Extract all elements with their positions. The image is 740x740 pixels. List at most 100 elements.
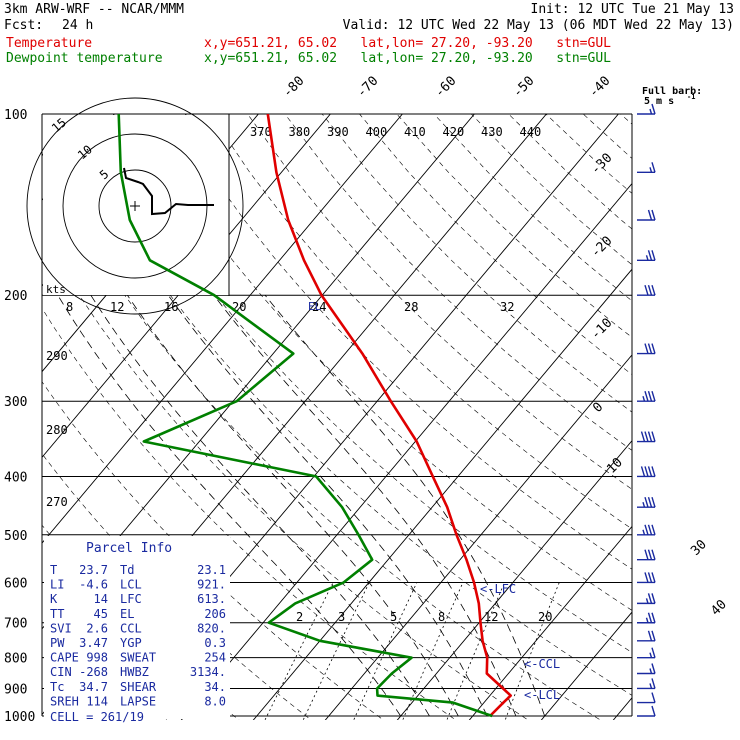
wind-barb bbox=[637, 497, 656, 508]
wind-barb-half-flag bbox=[645, 617, 649, 623]
parcel-param-label: K bbox=[50, 592, 58, 606]
moist-adiabat-line bbox=[167, 294, 488, 717]
dry-adiabat-line bbox=[172, 114, 632, 570]
isotherm-line bbox=[678, 114, 740, 729]
theta-e-label: 290 bbox=[46, 349, 68, 363]
moist-adiabat-line bbox=[264, 294, 546, 717]
wind-barb-flag bbox=[651, 524, 656, 535]
wind-barb bbox=[637, 572, 656, 584]
parcel-param-value: 206 bbox=[204, 607, 226, 621]
wind-barb-flag bbox=[647, 524, 653, 535]
parcel-info-row: CIN -268 HWBZ 3134. bbox=[50, 665, 226, 679]
parcel-param-value: 3.47 bbox=[79, 636, 108, 650]
wind-barb-flag bbox=[651, 572, 656, 583]
wind-barb-flag bbox=[644, 285, 649, 296]
theta-label: 410 bbox=[404, 125, 426, 139]
isotherm-line bbox=[42, 114, 43, 116]
wind-barb-flag bbox=[640, 431, 646, 442]
parcel-param-value: 998 bbox=[86, 651, 108, 665]
mixing-ratio-label: 16 bbox=[164, 300, 178, 314]
parcel-param-label: HWBZ bbox=[120, 665, 149, 679]
wind-barb-flag bbox=[644, 524, 649, 535]
parcel-param-label: SVI bbox=[50, 621, 72, 635]
wind-barb-half-flag bbox=[642, 396, 646, 402]
isotherm-line bbox=[540, 611, 632, 720]
isotherm-label: -40 bbox=[586, 74, 613, 101]
wind-barb-flag bbox=[647, 466, 653, 477]
wind-barb-flag bbox=[647, 250, 653, 261]
mixing-ratio-label: 2 bbox=[296, 610, 303, 624]
dry-adiabat-line bbox=[284, 114, 632, 451]
parcel-param-label: CCL bbox=[120, 621, 142, 635]
parcel-param-value: 23.1 bbox=[197, 563, 226, 577]
parcel-param-label: TT bbox=[50, 607, 64, 621]
wind-barb bbox=[637, 466, 656, 478]
mixing-ratio-line bbox=[353, 582, 418, 720]
dry-adiabat-line bbox=[60, 114, 632, 696]
parcel-param-value: 23.7 bbox=[79, 563, 108, 577]
wind-barb-flag bbox=[651, 162, 656, 173]
dry-adiabat-line bbox=[545, 114, 632, 194]
wind-barb-flag bbox=[647, 343, 653, 354]
parcel-param-value: 254 bbox=[204, 651, 226, 665]
parcel-info-panel: Parcel Info T 23.7 Td 23.1LI -4.6 LCL 921.K 14 L… bbox=[44, 536, 230, 724]
isotherm-label: -10 bbox=[588, 316, 615, 343]
wind-barb bbox=[637, 692, 656, 704]
parcel-param-value: 8.0 bbox=[204, 694, 226, 708]
wind-barb-flag bbox=[644, 466, 649, 477]
parcel-param-value: 45 bbox=[94, 607, 108, 621]
dry-adiabat-line bbox=[620, 114, 632, 125]
wind-barb-flag bbox=[651, 647, 656, 658]
parcel-info-row: CAPE 998 SWEAT 254 bbox=[50, 651, 226, 665]
pressure-label: 100 bbox=[4, 108, 27, 123]
isotherm-label: -20 bbox=[588, 234, 615, 261]
wind-barb-half-flag bbox=[649, 167, 653, 173]
wind-barb bbox=[637, 612, 656, 624]
wind-barb-flag bbox=[644, 431, 649, 442]
wind-barb-flag bbox=[647, 630, 653, 641]
pressure-label: 400 bbox=[4, 470, 27, 485]
isotherm-line bbox=[396, 439, 632, 720]
parcel-param-label: SWEAT bbox=[120, 651, 156, 665]
mixing-ratio-label: 20 bbox=[232, 300, 246, 314]
mixing-ratio-label: 8 bbox=[66, 300, 73, 314]
pressure-label: 900 bbox=[4, 683, 27, 698]
temperature-legend: Temperature bbox=[6, 36, 93, 51]
parcel-level-marker: <-LCL bbox=[524, 688, 560, 702]
wind-barb-flag bbox=[647, 549, 653, 560]
isotherm-line bbox=[324, 354, 632, 720]
wind-barb-flag bbox=[651, 103, 656, 115]
parcel-param-label: CAPE bbox=[50, 651, 79, 665]
hodograph-ring bbox=[98, 169, 172, 243]
pressure-label: 700 bbox=[4, 617, 27, 632]
init-time: Init: 12 UTC Tue 21 May 13 bbox=[530, 2, 735, 17]
wind-barb-flag bbox=[651, 285, 656, 296]
hodograph-kts-label: kts bbox=[46, 283, 66, 296]
barb-legend-line1: Full barb: bbox=[642, 86, 702, 97]
parcel-info-row: TT 45 EL 206 bbox=[50, 607, 226, 621]
wind-barb-flag bbox=[647, 497, 653, 508]
parcel-param-label: LFC bbox=[120, 592, 142, 606]
wind-barb bbox=[637, 103, 656, 115]
wind-barb bbox=[637, 647, 656, 659]
dry-adiabat-line bbox=[321, 114, 632, 413]
wind-barb-flag bbox=[651, 549, 656, 560]
parcel-info-row: T 23.7 Td 23.1 bbox=[50, 563, 226, 577]
wind-barb bbox=[637, 549, 656, 561]
wind-barb-flag bbox=[647, 209, 653, 221]
parcel-info-row: K 14 LFC 613. bbox=[50, 592, 226, 606]
dry-adiabat-line bbox=[433, 114, 632, 302]
mixing-ratio-line bbox=[264, 582, 334, 720]
pressure-label: 300 bbox=[4, 395, 27, 410]
theta-e-label: 280 bbox=[46, 423, 68, 437]
wind-barb-half-flag bbox=[649, 683, 653, 689]
wind-barb bbox=[637, 663, 656, 675]
mixing-ratio-line bbox=[402, 582, 464, 720]
parcel-param-label: LAPSE bbox=[120, 694, 156, 708]
mixing-ratio-line bbox=[302, 582, 370, 720]
wind-barb bbox=[637, 524, 656, 536]
forecast-label: Fcst: bbox=[4, 18, 44, 33]
temperature-location: x,y=651.21, 65.02 lat,lon= 27.20, -93.20… bbox=[204, 36, 611, 51]
isotherm-line bbox=[612, 697, 632, 720]
